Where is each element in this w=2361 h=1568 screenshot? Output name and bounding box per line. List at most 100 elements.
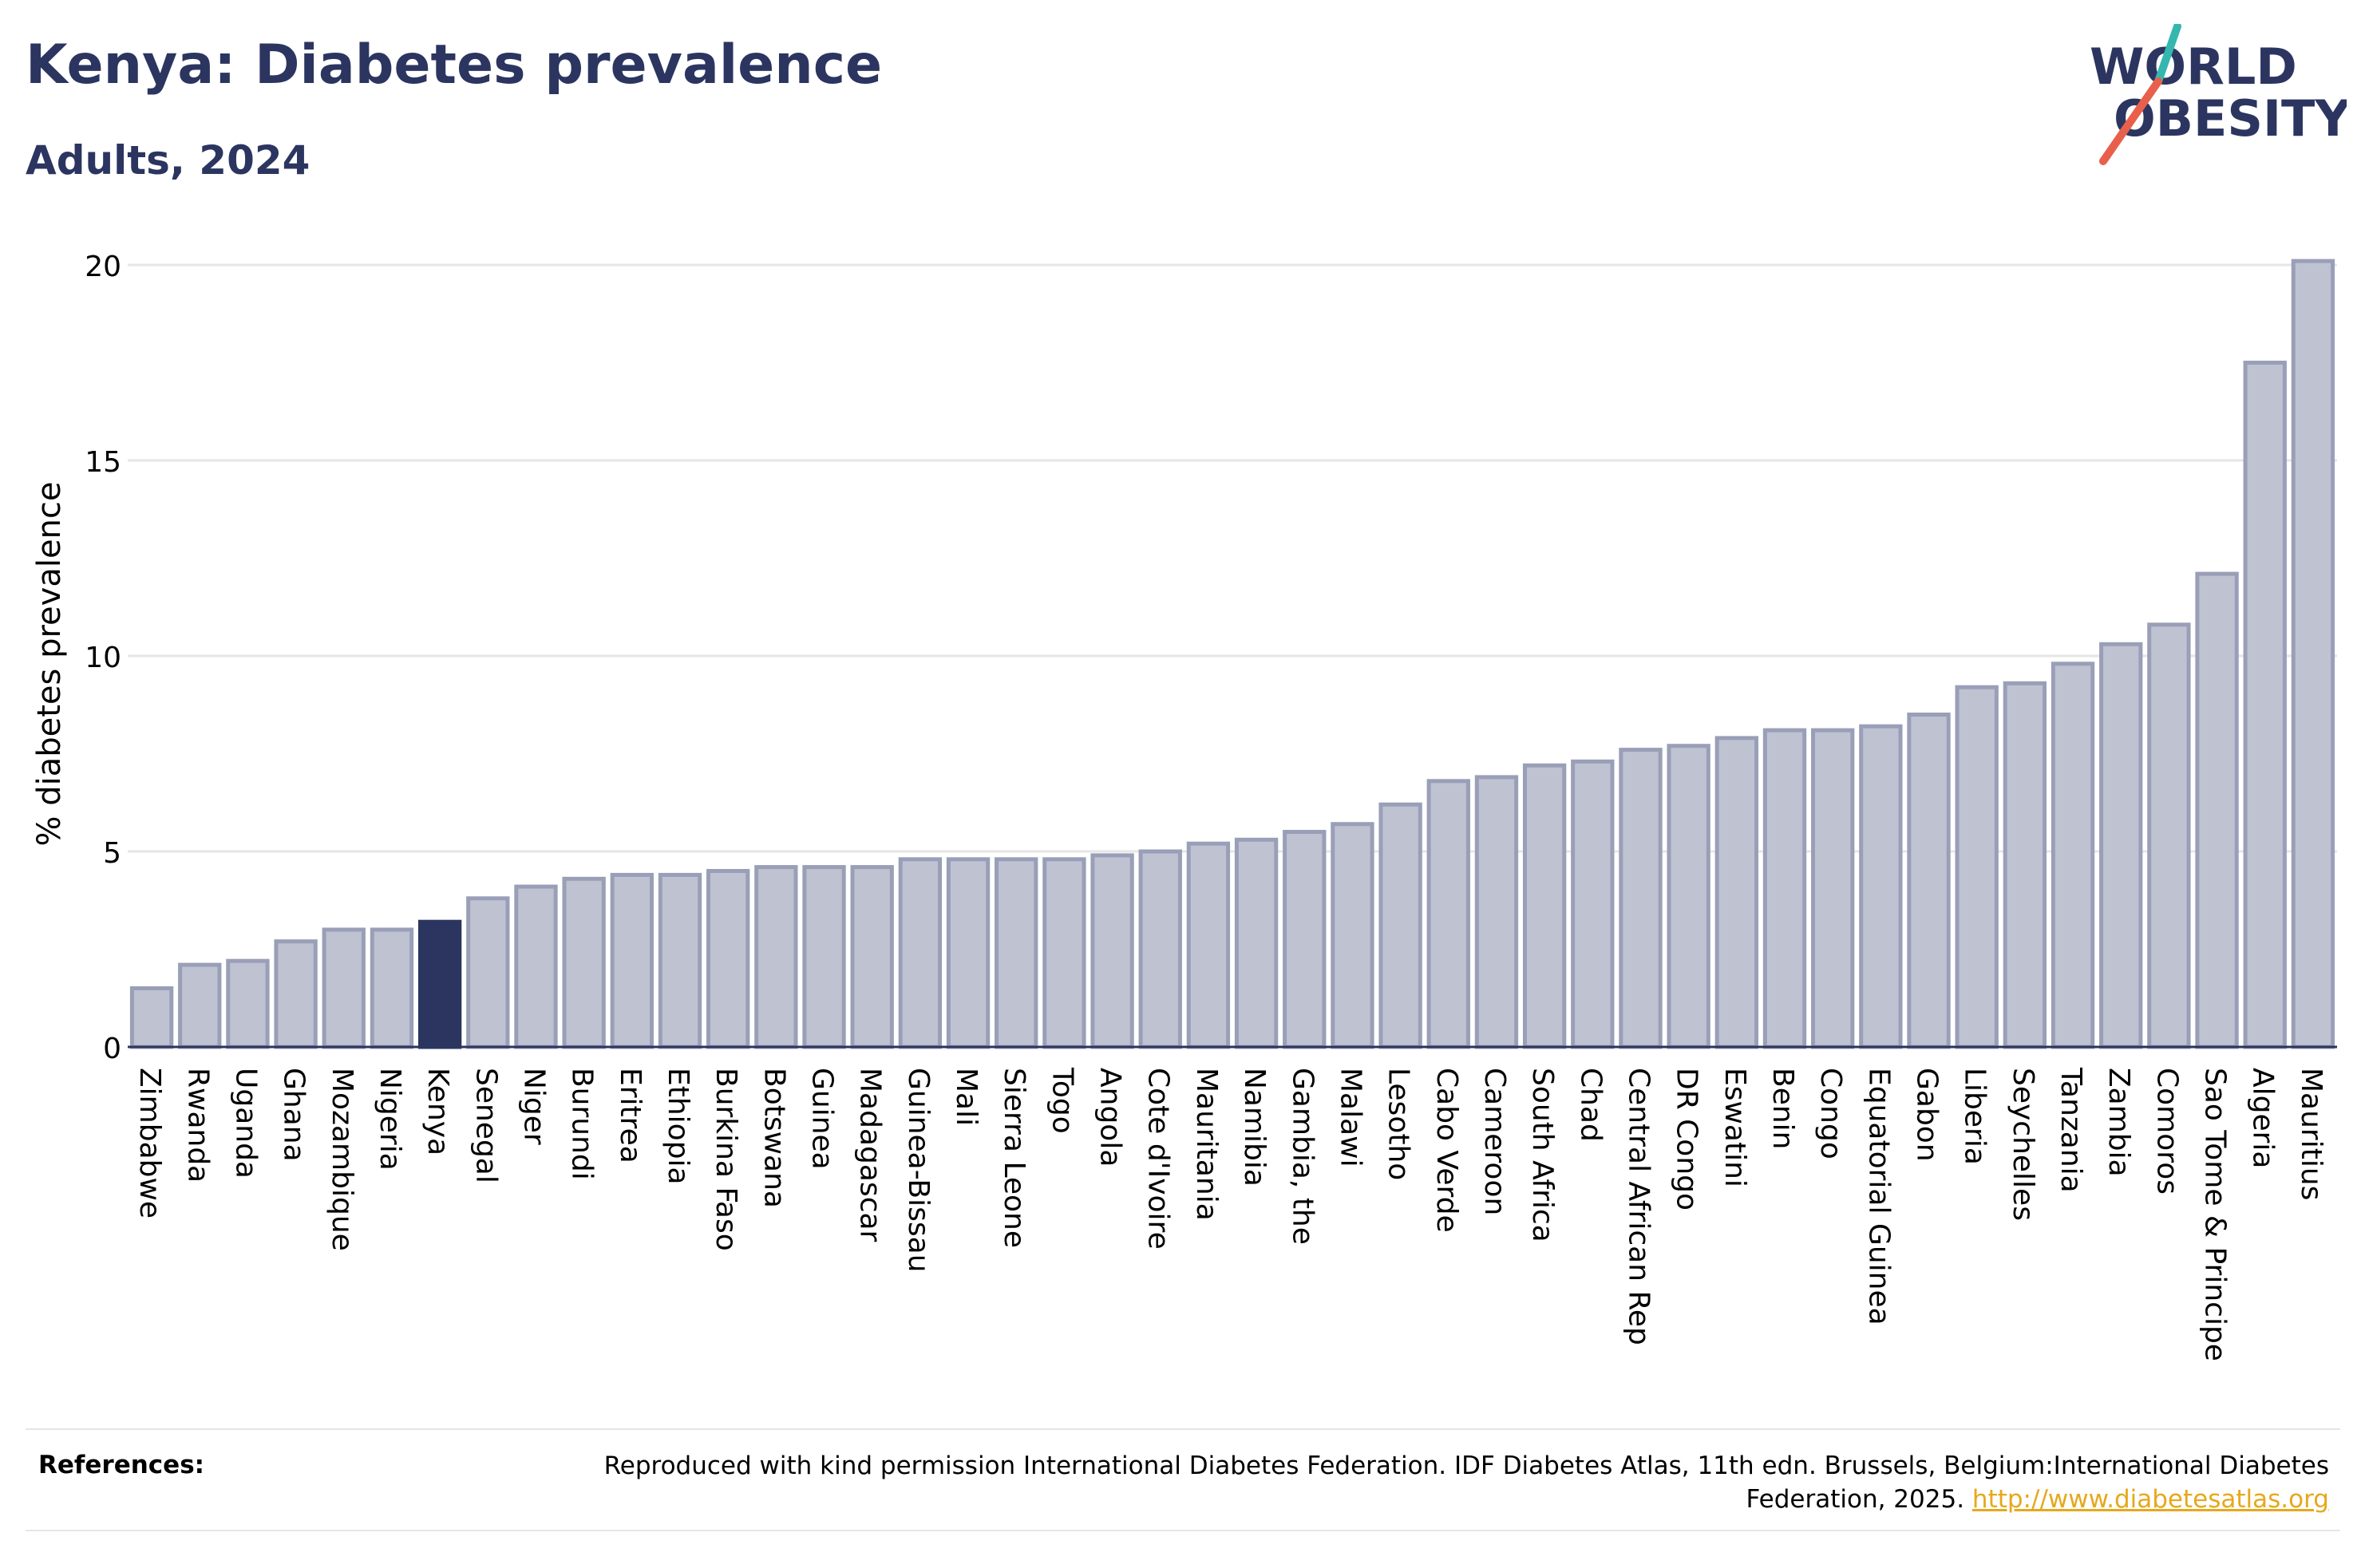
x-tick-label: Rwanda xyxy=(181,1068,214,1183)
x-tick-label: Burundi xyxy=(566,1068,599,1180)
x-tick-label: Mauritius xyxy=(2295,1068,2327,1200)
bar-madagascar xyxy=(850,865,894,1049)
bar-nigeria xyxy=(370,927,414,1049)
bar-ghana xyxy=(274,939,318,1049)
bar-cameroon xyxy=(1474,775,1519,1049)
references-text: Reproduced with kind permission Internat… xyxy=(573,1449,2329,1516)
bar-uganda xyxy=(226,958,270,1049)
bar-dr-congo xyxy=(1667,744,1710,1049)
references-panel: References: Reproduced with kind permiss… xyxy=(26,1428,2340,1531)
x-tick-label: Mozambique xyxy=(326,1068,358,1251)
x-tick-label: Liberia xyxy=(1959,1068,1991,1165)
bar-guinea-bissau xyxy=(898,857,943,1049)
x-tick-label: Kenya xyxy=(421,1068,454,1155)
logo-slash-bottom xyxy=(2099,77,2162,165)
bar-liberia xyxy=(1955,685,1999,1049)
y-axis-label: % diabetes prevalence xyxy=(31,481,68,846)
bar-lesotho xyxy=(1378,802,1422,1049)
x-tick-label: Namibia xyxy=(1238,1068,1271,1187)
bar-botswana xyxy=(754,865,798,1049)
x-tick-label: Gambia, the xyxy=(1286,1068,1319,1245)
bar-cote-d-ivoire xyxy=(1138,849,1182,1049)
x-tick-label: Guinea xyxy=(806,1068,839,1170)
bars xyxy=(129,259,2335,1049)
bar-benin xyxy=(1762,728,1807,1049)
x-tick-label: Sao Tome & Principe xyxy=(2199,1068,2232,1361)
bar-rwanda xyxy=(178,962,222,1049)
bar-comoros xyxy=(2147,622,2191,1049)
bar-burkina-faso xyxy=(706,869,750,1049)
y-tick-label: 15 xyxy=(85,446,121,479)
x-tick-label: Niger xyxy=(517,1068,550,1145)
bar-south-africa xyxy=(1522,763,1567,1049)
bar-mozambique xyxy=(322,927,366,1049)
bar-cabo-verde xyxy=(1426,779,1470,1049)
x-tick-label: Cameroon xyxy=(1478,1068,1511,1215)
x-tick-label: Burkina Faso xyxy=(710,1068,742,1251)
x-tick-label: Madagascar xyxy=(854,1068,887,1242)
x-tick-label: Botswana xyxy=(757,1068,790,1208)
references-label: References: xyxy=(38,1451,205,1479)
logo-word-obesity: OBESITY xyxy=(2114,89,2347,148)
bar-zimbabwe xyxy=(129,986,174,1049)
bar-chad xyxy=(1571,759,1615,1049)
bar-sierra-leone xyxy=(995,857,1038,1049)
bar-angola xyxy=(1090,853,1134,1049)
bar-togo xyxy=(1042,857,1086,1049)
x-tick-label: Mali xyxy=(950,1068,983,1126)
y-tick-label: 5 xyxy=(103,837,121,870)
x-tick-label: Senegal xyxy=(469,1068,502,1183)
bar-malawi xyxy=(1331,822,1374,1049)
y-tick-label: 20 xyxy=(85,251,121,283)
x-tick-label: Comoros xyxy=(2150,1068,2183,1195)
x-tick-label: Mauritania xyxy=(1190,1068,1223,1221)
bar-central-african-rep xyxy=(1619,748,1663,1049)
x-tick-label: Ghana xyxy=(278,1068,310,1162)
logo-slash-top xyxy=(2154,24,2181,85)
x-tick-label: Zimbabwe xyxy=(133,1068,166,1218)
bar-seychelles xyxy=(2003,681,2047,1049)
x-tick-label: South Africa xyxy=(1526,1068,1559,1242)
world-obesity-logo: WORLD OBESITY xyxy=(2090,24,2347,165)
bar-mauritania xyxy=(1186,841,1231,1049)
bar-gabon xyxy=(1907,713,1951,1049)
x-tick-label: Cote d'Ivoire xyxy=(1142,1068,1175,1250)
bar-burundi xyxy=(562,876,606,1049)
bar-equatorial-guinea xyxy=(1859,724,1903,1049)
bar-ethiopia xyxy=(658,872,702,1049)
x-tick-label: Eritrea xyxy=(614,1068,647,1163)
x-tick-label: Congo xyxy=(1814,1068,1847,1159)
bar-zambia xyxy=(2099,642,2143,1049)
bar-kenya xyxy=(417,919,462,1049)
x-axis-labels: Zimbabwe Rwanda Uganda Ghana Mozambique Niger… xyxy=(133,1067,2327,1361)
x-tick-label: Tanzania xyxy=(2055,1067,2087,1193)
bar-mali xyxy=(946,857,991,1049)
x-tick-label: Chad xyxy=(1574,1068,1607,1142)
x-tick-label: Gabon xyxy=(1911,1068,1944,1162)
x-tick-label: Togo xyxy=(1046,1067,1078,1134)
x-tick-label: Cabo Verde xyxy=(1430,1068,1463,1233)
x-tick-label: DR Congo xyxy=(1671,1068,1703,1211)
chart-title: Kenya: Diabetes prevalence xyxy=(26,34,883,97)
x-tick-label: Ethiopia xyxy=(662,1068,694,1185)
x-tick-label: Sierra Leone xyxy=(998,1068,1030,1248)
x-tick-label: Algeria xyxy=(2247,1068,2280,1169)
y-axis-ticks: 0 5 10 15 20 xyxy=(85,251,121,1065)
x-tick-label: Guinea-Bissau xyxy=(902,1068,935,1273)
bar-eswatini xyxy=(1714,736,1758,1049)
x-tick-label: Nigeria xyxy=(374,1068,406,1171)
bar-senegal xyxy=(466,896,510,1049)
bar-tanzania xyxy=(2051,662,2095,1049)
bar-niger xyxy=(514,884,558,1049)
references-body: Reproduced with kind permission Internat… xyxy=(603,1451,2329,1514)
x-tick-label: Uganda xyxy=(229,1068,262,1179)
bar-algeria xyxy=(2243,361,2287,1049)
diabetes-atlas-link[interactable]: http://www.diabetesatlas.org xyxy=(1971,1485,2329,1514)
bar-congo xyxy=(1811,728,1855,1049)
bar-eritrea xyxy=(610,872,654,1049)
y-tick-label: 10 xyxy=(85,642,121,674)
y-tick-label: 0 xyxy=(103,1033,121,1065)
bar-chart: 0 5 10 15 20 Zimbabwe Rwanda Uganda Ghana Mozamb… xyxy=(31,251,2337,1361)
x-tick-label: Angola xyxy=(1094,1068,1127,1167)
bar-sao-tome-principe xyxy=(2195,571,2239,1049)
